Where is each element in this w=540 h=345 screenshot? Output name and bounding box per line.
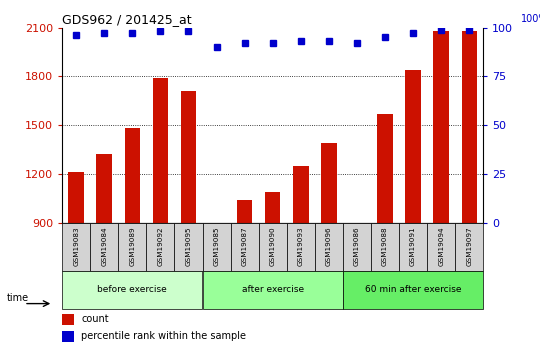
Text: GDS962 / 201425_at: GDS962 / 201425_at bbox=[62, 13, 192, 27]
Bar bbox=[349, 223, 364, 227]
Bar bbox=[343, 223, 371, 271]
Text: GSM19083: GSM19083 bbox=[73, 226, 79, 266]
Bar bbox=[293, 166, 308, 223]
Text: GSM19092: GSM19092 bbox=[157, 226, 164, 266]
Text: 60 min after exercise: 60 min after exercise bbox=[365, 285, 461, 294]
Bar bbox=[62, 331, 74, 342]
Bar bbox=[406, 70, 421, 223]
Bar bbox=[97, 154, 112, 223]
Bar bbox=[321, 143, 336, 223]
Text: GSM19095: GSM19095 bbox=[185, 226, 192, 266]
Text: GSM19090: GSM19090 bbox=[269, 226, 276, 266]
Text: after exercise: after exercise bbox=[241, 285, 304, 294]
Bar bbox=[202, 271, 343, 309]
Text: GSM19087: GSM19087 bbox=[241, 226, 248, 266]
Text: count: count bbox=[81, 315, 109, 324]
Bar bbox=[125, 128, 140, 223]
Text: GSM19091: GSM19091 bbox=[410, 226, 416, 266]
Bar bbox=[146, 223, 174, 271]
Bar bbox=[62, 223, 90, 271]
Text: 100%: 100% bbox=[521, 14, 540, 24]
Text: GSM19097: GSM19097 bbox=[466, 226, 472, 266]
Text: percentile rank within the sample: percentile rank within the sample bbox=[81, 331, 246, 341]
Text: GSM19086: GSM19086 bbox=[354, 226, 360, 266]
Bar bbox=[62, 271, 202, 309]
Text: time: time bbox=[7, 294, 29, 303]
Bar bbox=[265, 192, 280, 223]
Bar bbox=[399, 223, 427, 271]
Text: GSM19093: GSM19093 bbox=[298, 226, 304, 266]
Bar bbox=[434, 31, 449, 223]
Bar bbox=[427, 223, 455, 271]
Text: GSM19088: GSM19088 bbox=[382, 226, 388, 266]
Bar bbox=[62, 314, 74, 325]
Text: GSM19089: GSM19089 bbox=[129, 226, 136, 266]
Bar bbox=[315, 223, 343, 271]
Text: before exercise: before exercise bbox=[97, 285, 167, 294]
Bar bbox=[118, 223, 146, 271]
Bar bbox=[462, 31, 477, 223]
Text: GSM19085: GSM19085 bbox=[213, 226, 220, 266]
Text: GSM19094: GSM19094 bbox=[438, 226, 444, 266]
Bar bbox=[209, 223, 224, 227]
Bar bbox=[259, 223, 287, 271]
Bar bbox=[371, 223, 399, 271]
Text: GSM19096: GSM19096 bbox=[326, 226, 332, 266]
Bar bbox=[377, 114, 393, 223]
Bar bbox=[181, 91, 196, 223]
Bar bbox=[237, 200, 252, 223]
Bar bbox=[153, 78, 168, 223]
Bar bbox=[90, 223, 118, 271]
Text: GSM19084: GSM19084 bbox=[101, 226, 107, 266]
Bar bbox=[174, 223, 202, 271]
Bar bbox=[455, 223, 483, 271]
Bar bbox=[287, 223, 315, 271]
Bar bbox=[343, 271, 483, 309]
Bar bbox=[231, 223, 259, 271]
Bar bbox=[69, 172, 84, 223]
Bar bbox=[202, 223, 231, 271]
